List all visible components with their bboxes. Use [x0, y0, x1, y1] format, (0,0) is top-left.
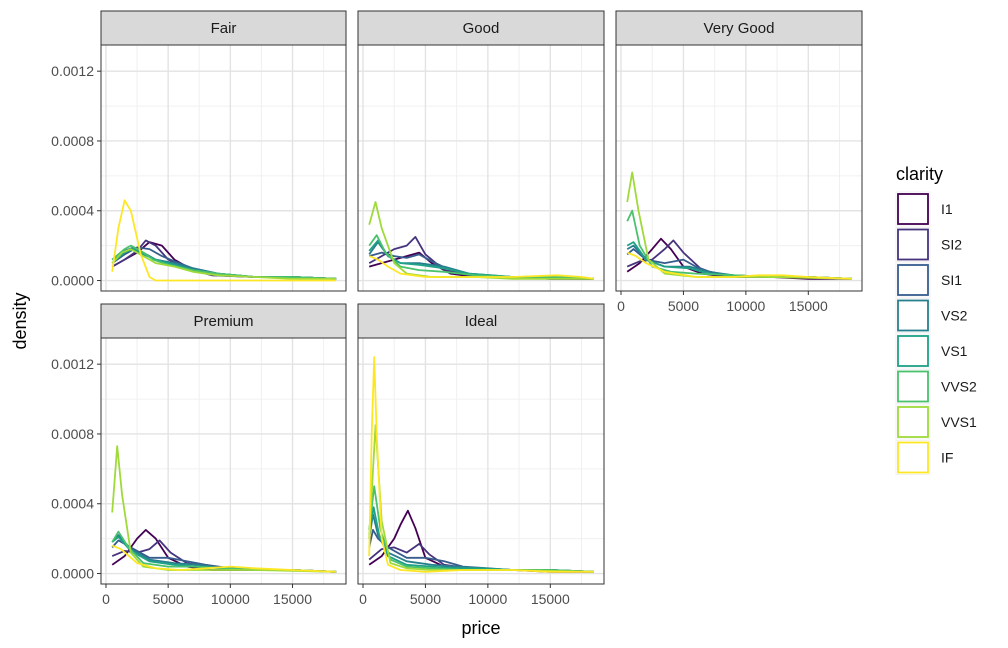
panel-very-good: Very Good 0 5000 10000 15000	[615, 10, 863, 314]
legend-key	[895, 262, 931, 298]
legend-title: clarity	[896, 164, 943, 184]
facet-strip	[357, 303, 605, 339]
panel-fair: Fair 0.0000 0.0004 0.0008 0.0012	[51, 10, 347, 292]
legend-label: IF	[941, 450, 953, 466]
legend-item-if: IF	[895, 440, 953, 475]
density-line-if	[111, 544, 337, 573]
panels-layer: Fair 0.0000 0.0004 0.0008 0.0012 Good Very Goo…	[51, 10, 863, 607]
facet-strip-label: Good	[463, 20, 500, 37]
y-tick-label: 0.0000	[51, 273, 94, 289]
density-line-if	[626, 251, 853, 280]
legend-key	[895, 404, 931, 440]
x-tick-label: 15000	[273, 591, 312, 607]
panel-ideal: Ideal 0 5000 10000 15000	[357, 303, 605, 607]
y-axis-title: density	[10, 292, 30, 349]
legend-item-i1: I1	[895, 191, 953, 227]
panel-border	[357, 44, 605, 292]
density-line-if	[368, 356, 594, 573]
legend-item-vvs2: VVS2	[895, 369, 977, 404]
legend-key	[895, 298, 931, 333]
x-tick-label: 15000	[789, 298, 828, 314]
panel-good: Good	[357, 10, 605, 292]
panel-premium: Premium 0.0000 0.0004 0.0008 0.0012 0 5000 1000…	[51, 303, 347, 607]
legend-key-swatch	[897, 406, 929, 438]
x-tick-label: 5000	[153, 591, 184, 607]
facet-strip	[100, 10, 347, 46]
legend-key-swatch	[897, 193, 929, 225]
legend-item-vs2: VS2	[895, 298, 968, 333]
legend-key-swatch	[897, 441, 929, 474]
legend-key	[895, 227, 931, 262]
legend-key-swatch	[897, 370, 929, 403]
legend-item-si1: SI1	[895, 262, 962, 298]
legend-key	[895, 191, 931, 227]
x-tick-label: 10000	[468, 591, 507, 607]
facet-strip-label: Premium	[193, 313, 253, 330]
density-line-vvs1	[111, 248, 337, 280]
legend-item-vvs1: VVS1	[895, 404, 977, 440]
facet-strip-label: Fair	[211, 20, 237, 37]
x-tick-label: 0	[102, 591, 110, 607]
y-tick-label: 0.0000	[51, 566, 94, 582]
y-tick-label: 0.0008	[51, 133, 94, 149]
legend-key-swatch	[897, 228, 929, 261]
legend-items: I1 SI2 SI1 VS2 VS1 VVS2 VVS1 IF	[895, 191, 977, 475]
legend-label: VS1	[941, 343, 968, 359]
legend-item-si2: SI2	[895, 227, 962, 262]
density-line-vvs1	[626, 171, 853, 280]
facet-strip	[100, 303, 347, 339]
y-tick-label: 0.0008	[51, 426, 94, 442]
legend-key	[895, 369, 931, 404]
x-tick-label: 5000	[668, 298, 699, 314]
x-tick-label: 10000	[211, 591, 250, 607]
legend-label: SI1	[941, 272, 962, 288]
legend: clarity I1 SI2 SI1 VS2 VS1 VVS2 VVS1 IF	[895, 164, 977, 475]
density-line-if	[111, 199, 337, 282]
legend-key	[895, 333, 931, 369]
facet-strip-label: Very Good	[704, 20, 775, 37]
legend-label: VVS2	[941, 379, 977, 395]
y-tick-label: 0.0012	[51, 63, 94, 79]
facet-strip-label: Ideal	[465, 313, 498, 330]
x-tick-label: 10000	[726, 298, 765, 314]
legend-label: SI2	[941, 237, 962, 253]
panel-border	[357, 337, 605, 585]
y-tick-label: 0.0004	[51, 496, 94, 512]
x-tick-label: 0	[617, 298, 625, 314]
y-tick-label: 0.0004	[51, 203, 94, 219]
legend-key-swatch	[897, 299, 929, 332]
panel-background	[358, 45, 604, 291]
density-line-vvs1	[111, 445, 337, 573]
legend-key	[895, 440, 931, 475]
legend-label: VVS1	[941, 414, 977, 430]
panel-background	[101, 45, 346, 291]
panel-border	[100, 337, 347, 585]
panel-border	[100, 44, 347, 292]
y-tick-label: 0.0012	[51, 356, 94, 372]
facet-strip	[357, 10, 605, 46]
panel-background	[101, 338, 346, 584]
legend-label: I1	[941, 201, 953, 217]
legend-key-swatch	[897, 335, 929, 367]
x-tick-label: 0	[359, 591, 367, 607]
facet-strip	[615, 10, 863, 46]
legend-key-swatch	[897, 264, 929, 296]
density-line-if	[368, 255, 595, 280]
legend-label: VS2	[941, 308, 968, 324]
panel-border	[615, 44, 863, 292]
panel-background	[358, 338, 604, 584]
panel-background	[616, 45, 862, 291]
x-tick-label: 15000	[531, 591, 570, 607]
x-axis-title: price	[461, 618, 500, 638]
x-tick-label: 5000	[410, 591, 441, 607]
legend-item-vs1: VS1	[895, 333, 968, 369]
